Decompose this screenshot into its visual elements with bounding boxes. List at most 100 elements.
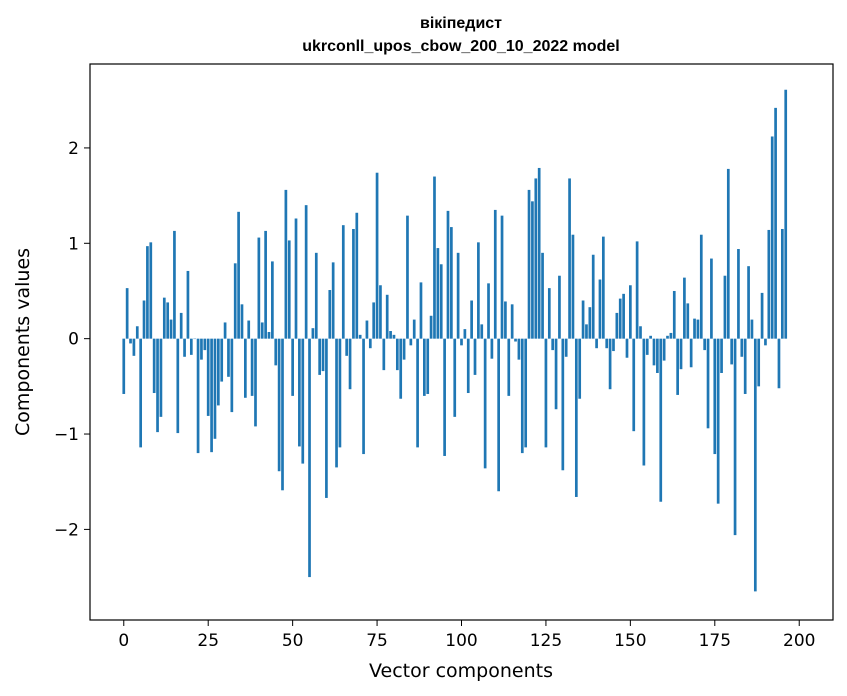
x-tick-label: 25	[197, 631, 219, 651]
bar-32	[230, 338, 234, 413]
bar-66	[345, 338, 349, 356]
bar-168	[689, 338, 693, 368]
x-tick-label: 200	[783, 631, 815, 651]
bar-126	[547, 288, 551, 339]
bar-107	[483, 338, 487, 469]
bar-149	[625, 338, 629, 358]
bar-133	[571, 234, 575, 339]
bar-80	[392, 334, 396, 339]
bar-16	[176, 338, 180, 434]
bar-95	[443, 338, 446, 456]
bar-40	[257, 237, 261, 339]
bar-83	[402, 338, 406, 360]
bar-138	[588, 307, 592, 339]
bar-73	[368, 338, 372, 349]
bar-101	[463, 329, 467, 339]
y-tick-label: 1	[68, 234, 79, 254]
bar-176	[716, 338, 720, 504]
bar-165	[679, 338, 683, 370]
bar-177	[720, 338, 723, 373]
bar-100	[460, 338, 463, 346]
bar-29	[220, 338, 224, 382]
bar-3	[132, 338, 136, 356]
bar-86	[412, 319, 416, 339]
bar-140	[595, 338, 598, 349]
bar-70	[358, 334, 362, 339]
x-tick-label: 0	[118, 631, 129, 651]
bar-134	[574, 338, 578, 497]
bar-191	[767, 229, 771, 339]
bar-44	[271, 261, 274, 339]
x-tick-label: 125	[530, 631, 562, 651]
bar-17	[179, 312, 183, 339]
bar-20	[189, 338, 193, 355]
bar-102	[466, 338, 470, 394]
bar-82	[399, 338, 403, 399]
bar-63	[335, 338, 338, 468]
bar-118	[520, 338, 524, 454]
bar-104	[473, 338, 477, 375]
bar-181	[733, 338, 737, 536]
bar-71	[362, 338, 365, 455]
bar-110	[493, 209, 497, 339]
bar-174	[710, 258, 713, 339]
bar-23	[200, 338, 203, 360]
bar-39	[254, 338, 257, 427]
bar-173	[706, 338, 710, 429]
bar-108	[487, 283, 490, 339]
y-tick-label: −1	[54, 425, 79, 445]
bar-4	[135, 326, 139, 339]
bar-98	[453, 338, 457, 417]
bar-85	[409, 338, 413, 346]
bar-157	[652, 338, 656, 366]
bar-14	[169, 319, 173, 339]
bar-114	[507, 338, 511, 396]
bar-145	[612, 338, 615, 352]
chart-title-line-2: ukrconll_upos_cbow_200_10_2022 model	[302, 38, 619, 55]
bar-154	[642, 338, 646, 466]
bar-0	[122, 338, 126, 394]
bar-190	[764, 338, 767, 346]
bar-150	[629, 285, 632, 339]
bar-18	[183, 338, 186, 357]
bar-97	[450, 227, 453, 339]
x-tick-label: 100	[445, 631, 477, 651]
bar-24	[203, 338, 207, 351]
bar-159	[659, 338, 663, 502]
bar-166	[683, 277, 686, 339]
y-axis-ticks: −2 −1 0 1 2	[54, 139, 90, 540]
bar-45	[274, 338, 278, 366]
bar-31	[227, 338, 230, 377]
bar-5	[139, 338, 143, 448]
bar-8	[149, 242, 153, 339]
bar-115	[510, 304, 514, 339]
bar-76	[379, 285, 382, 339]
bar-161	[666, 335, 669, 339]
bar-117	[517, 338, 521, 360]
bar-178	[723, 275, 727, 339]
bar-135	[578, 338, 582, 399]
bar-155	[645, 338, 649, 355]
bar-35	[240, 304, 244, 339]
bar-187	[753, 338, 757, 592]
bar-93	[436, 248, 440, 339]
bar-55	[308, 338, 311, 578]
bar-12	[162, 297, 166, 339]
bar-162	[669, 332, 673, 339]
bar-186	[750, 319, 754, 339]
bar-192	[770, 136, 774, 339]
bar-156	[649, 335, 652, 339]
bar-172	[703, 338, 707, 351]
bar-87	[416, 338, 419, 448]
bar-11	[159, 338, 163, 417]
bar-194	[777, 338, 781, 389]
bar-74	[372, 302, 376, 339]
bar-92	[433, 176, 436, 339]
bar-41	[260, 322, 264, 339]
bar-48	[284, 189, 288, 339]
bar-88	[419, 282, 423, 339]
bar-57	[314, 252, 318, 339]
bar-123	[537, 167, 541, 339]
y-axis-label: Components values	[12, 248, 34, 436]
bar-109	[490, 338, 494, 359]
